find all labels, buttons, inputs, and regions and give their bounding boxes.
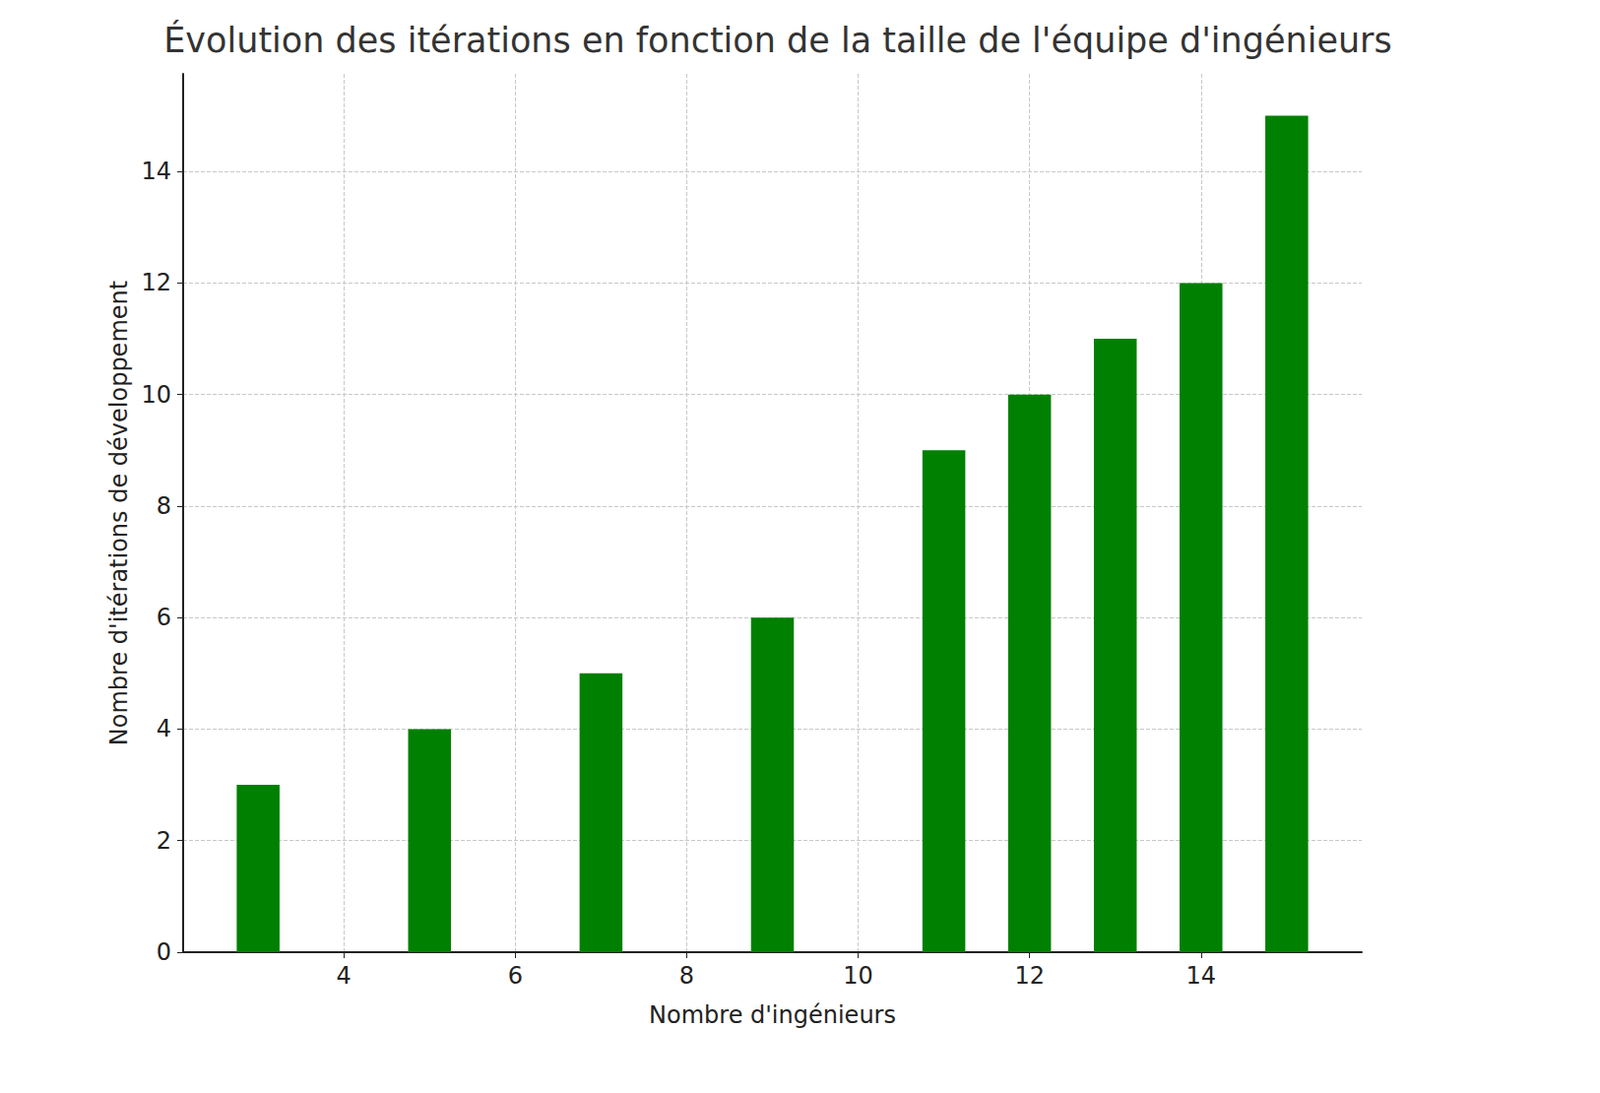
svg-text:12: 12: [140, 268, 172, 297]
svg-text:14: 14: [140, 157, 172, 186]
svg-text:Évolution des itérations en fo: Évolution des itérations en fonction de …: [163, 19, 1393, 61]
svg-text:10: 10: [140, 381, 172, 409]
svg-text:4: 4: [156, 714, 172, 743]
svg-text:2: 2: [156, 827, 172, 855]
svg-text:10: 10: [842, 961, 874, 990]
svg-text:6: 6: [508, 961, 523, 990]
svg-text:0: 0: [156, 938, 172, 966]
svg-text:8: 8: [156, 492, 172, 520]
svg-text:Nombre d'ingénieurs: Nombre d'ingénieurs: [648, 1001, 896, 1029]
svg-text:8: 8: [679, 961, 695, 990]
svg-text:14: 14: [1185, 961, 1216, 990]
svg-text:6: 6: [156, 603, 172, 632]
svg-text:Nombre d'itérations de dévelop: Nombre d'itérations de développement: [105, 280, 133, 746]
svg-text:12: 12: [1014, 961, 1045, 990]
svg-text:4: 4: [336, 961, 352, 990]
